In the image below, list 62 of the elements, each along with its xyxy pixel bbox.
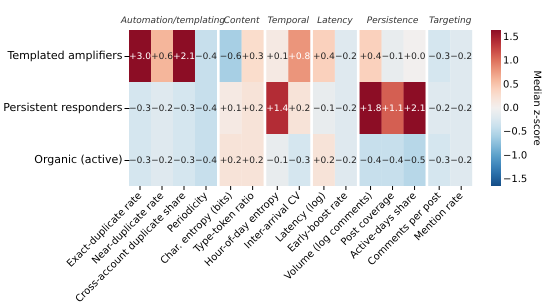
color-bar-label: 0.5: [502, 79, 519, 90]
data-label: +0.3: [242, 52, 264, 62]
data-label: −0.4: [195, 104, 218, 114]
data-label: +0.6: [151, 52, 174, 62]
data-label: −0.3: [428, 52, 450, 62]
color-bar-label: −1.5: [502, 174, 528, 185]
data-label: +0.1: [220, 104, 242, 114]
data-label: −0.2: [151, 156, 173, 166]
text: Automation/templating: [120, 16, 226, 26]
data-label: +0.1: [266, 52, 288, 62]
y-tick-label: Templated amplifiers: [6, 49, 123, 62]
data-label: +0.2: [242, 104, 264, 114]
text: Persistence: [366, 16, 419, 26]
data-label: +0.2: [313, 156, 335, 166]
data-label: +1.1: [382, 104, 404, 114]
data-label: +0.2: [288, 104, 310, 114]
data-label: −0.4: [360, 156, 382, 166]
color-bar-label: 0.0: [502, 103, 519, 114]
data-label: −0.2: [335, 156, 357, 166]
data-label: +0.8: [288, 52, 310, 62]
text: Latency: [317, 16, 354, 26]
data-label: −0.2: [450, 52, 472, 62]
data-label: +0.4: [360, 52, 382, 62]
data-label: −0.3: [428, 156, 450, 166]
data-label: +1.4: [266, 104, 288, 114]
data-label: −0.4: [195, 52, 218, 62]
y-tick-label: Organic (active): [34, 153, 122, 166]
data-label: −0.1: [313, 104, 335, 114]
data-label: −0.2: [151, 104, 173, 114]
data-label: +1.8: [360, 104, 382, 114]
color-bar-label: −1.0: [502, 150, 528, 162]
text: Targeting: [428, 16, 472, 26]
data-label: −0.6: [220, 52, 242, 62]
data-label: −0.3: [129, 104, 151, 114]
data-label: −0.5: [404, 156, 426, 166]
data-label: −0.4: [382, 156, 404, 166]
data-label: −0.2: [450, 156, 472, 166]
data-label: −0.3: [173, 104, 195, 114]
data-label: −0.2: [428, 104, 450, 114]
color-bar-label: −0.5: [502, 126, 528, 138]
data-label: +2.1: [173, 52, 195, 62]
data-label: −0.2: [335, 104, 357, 114]
data-label: +3.0: [129, 52, 152, 62]
data-label: −0.1: [266, 156, 288, 166]
color-bar-label: 1.5: [502, 32, 519, 44]
data-label: −0.2: [335, 52, 357, 62]
data-label: −0.3: [288, 156, 310, 166]
data-label: −0.2: [450, 104, 472, 114]
data-label: −0.4: [195, 156, 218, 166]
data-label: +0.2: [242, 156, 264, 166]
text: Content: [224, 16, 260, 26]
data-label: +0.0: [404, 52, 426, 62]
data-label: +0.2: [220, 156, 242, 166]
data-label: −0.1: [382, 52, 404, 62]
color-bar-title: Median z-score: [530, 70, 542, 146]
y-tick-label: Persistent responders: [3, 101, 123, 114]
color-bar-label: 1.0: [502, 56, 519, 67]
data-label: +2.1: [404, 104, 426, 114]
data-label: −0.3: [129, 156, 151, 166]
data-label: −0.3: [173, 156, 195, 166]
text: Temporal: [267, 16, 310, 26]
data-label: +0.4: [313, 52, 336, 62]
